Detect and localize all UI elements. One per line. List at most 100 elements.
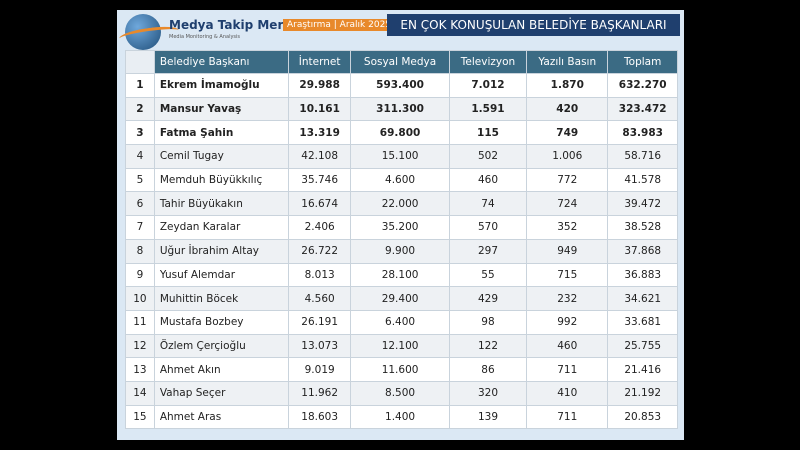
cell: Memduh Büyükkılıç: [153, 167, 290, 193]
cell: 74: [448, 191, 528, 217]
cell: 25.755: [607, 333, 678, 359]
cell: 1: [125, 73, 155, 98]
cell: 460: [448, 167, 528, 193]
cell: 4: [125, 144, 155, 169]
cell: 1.006: [526, 144, 609, 169]
cell: Zeydan Karalar: [153, 215, 290, 240]
cell: 6: [125, 191, 155, 217]
cell: 14: [125, 380, 155, 406]
row: 4 Cemil Tugay 42.108 15.100 502 1.006 58.716: [125, 144, 678, 169]
logo: [125, 14, 161, 50]
cell: 1.591: [448, 96, 528, 122]
cell: 28.100: [350, 262, 450, 288]
cell: 20.853: [607, 404, 678, 430]
cell: 323.472: [607, 96, 678, 122]
cell: 9.900: [350, 238, 450, 264]
cell: 429: [448, 286, 528, 311]
cell: 22.000: [350, 191, 450, 217]
cell: Muhittin Böcek: [153, 286, 290, 311]
row: 15 Ahmet Aras 18.603 1.400 139 711 20.853: [125, 404, 678, 430]
cell: 6.400: [350, 309, 450, 335]
cell: 115: [448, 120, 528, 146]
cell: 13: [125, 357, 155, 382]
row: 8 Uğur İbrahim Altay 26.722 9.900 297 949 37.8…: [125, 238, 678, 264]
row: 9 Yusuf Alemdar 8.013 28.100 55 715 36.883: [125, 262, 678, 288]
cell: 711: [526, 404, 609, 430]
tagline: Media Monitoring & Analysis: [169, 34, 241, 40]
cell: 13.073: [287, 333, 352, 359]
cell: 29.988: [287, 73, 352, 98]
cell: 34.621: [607, 286, 678, 311]
cell: 1.870: [526, 73, 609, 98]
cell: 1.400: [350, 404, 450, 430]
row: 13 Ahmet Akın 9.019 11.600 86 711 21.416: [125, 357, 678, 382]
cell: Cemil Tugay: [153, 144, 290, 169]
cell: 35.200: [350, 215, 450, 240]
cell: Mansur Yavaş: [153, 96, 290, 122]
cell: 9.019: [287, 357, 352, 382]
header-cell: Belediye Başkanı: [153, 50, 290, 74]
cell: Ekrem İmamoğlu: [153, 73, 290, 98]
cell: 772: [526, 167, 609, 193]
header-cell: Yazılı Basın: [526, 50, 609, 74]
cell: 86: [448, 357, 528, 382]
cell: 593.400: [350, 73, 450, 98]
cell: 5: [125, 167, 155, 193]
panel: Medya Takip Merkezi Media Monitoring & A…: [117, 10, 684, 440]
cell: 8.013: [287, 262, 352, 288]
row: 11 Mustafa Bozbey 26.191 6.400 98 992 33.681: [125, 309, 678, 335]
cell: 632.270: [607, 73, 678, 98]
cell: 38.528: [607, 215, 678, 240]
cell: 8.500: [350, 380, 450, 406]
cell: 11: [125, 309, 155, 335]
cell: 10.161: [287, 96, 352, 122]
cell: 10: [125, 286, 155, 311]
cell: 122: [448, 333, 528, 359]
header-cell: Televizyon: [448, 50, 528, 74]
cell: 12: [125, 333, 155, 359]
cell: 715: [526, 262, 609, 288]
cell: 8: [125, 238, 155, 264]
cell: 29.400: [350, 286, 450, 311]
title: EN ÇOK KONUŞULAN BELEDİYE BAŞKANLARI: [387, 14, 680, 36]
cell: Yusuf Alemdar: [153, 262, 290, 288]
cell: 7.012: [448, 73, 528, 98]
cell: 9: [125, 262, 155, 288]
cell: 11.600: [350, 357, 450, 382]
cell: 26.722: [287, 238, 352, 264]
cell: 949: [526, 238, 609, 264]
row: 5 Memduh Büyükkılıç 35.746 4.600 460 772 41.57…: [125, 167, 678, 193]
cell: Fatma Şahin: [153, 120, 290, 146]
cell: 21.192: [607, 380, 678, 406]
table: Belediye Başkanı İnternet Sosyal Medya Tele…: [125, 50, 678, 430]
cell: Ahmet Aras: [153, 404, 290, 430]
cell: 992: [526, 309, 609, 335]
cell: 26.191: [287, 309, 352, 335]
cell: 4.600: [350, 167, 450, 193]
cell: Uğur İbrahim Altay: [153, 238, 290, 264]
header-cell: [125, 50, 155, 74]
cell: 39.472: [607, 191, 678, 217]
cell: 410: [526, 380, 609, 406]
cell: 36.883: [607, 262, 678, 288]
cell: 724: [526, 191, 609, 217]
cell: 7: [125, 215, 155, 240]
cell: 37.868: [607, 238, 678, 264]
cell: 3: [125, 120, 155, 146]
cell: 2: [125, 96, 155, 122]
cell: 570: [448, 215, 528, 240]
header-cell: Sosyal Medya: [350, 50, 450, 74]
cell: 320: [448, 380, 528, 406]
cell: 42.108: [287, 144, 352, 169]
row: 12 Özlem Çerçioğlu 13.073 12.100 122 460 25.75…: [125, 333, 678, 359]
cell: 11.962: [287, 380, 352, 406]
cell: 749: [526, 120, 609, 146]
row: 1 Ekrem İmamoğlu 29.988 593.400 7.012 1.870 63…: [125, 73, 678, 98]
cell: 460: [526, 333, 609, 359]
cell: 232: [526, 286, 609, 311]
cell: 35.746: [287, 167, 352, 193]
cell: 55: [448, 262, 528, 288]
cell: 15: [125, 404, 155, 430]
cell: 69.800: [350, 120, 450, 146]
